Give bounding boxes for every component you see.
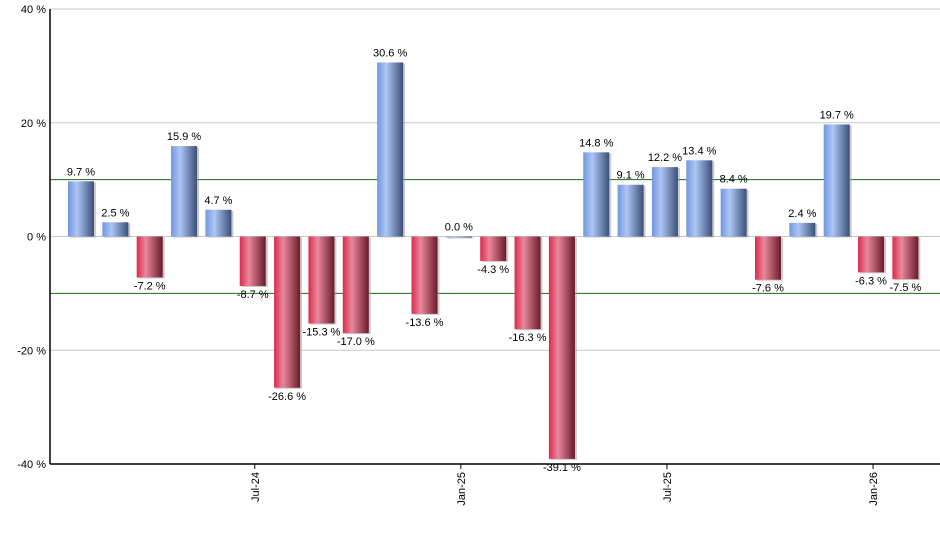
x-tick-label: Jan-26 (868, 472, 880, 506)
bar (514, 236, 541, 330)
data-label: 4.7 % (204, 195, 232, 207)
data-label: -4.3 % (477, 264, 509, 276)
x-tick-label: Jan-25 (456, 472, 468, 506)
bar (858, 236, 885, 273)
data-label: 2.4 % (788, 208, 816, 220)
bar (480, 236, 507, 261)
data-label: 12.2 % (648, 152, 682, 164)
bar (789, 222, 816, 237)
data-label: -7.5 % (890, 282, 922, 294)
data-label: -13.6 % (406, 317, 444, 329)
y-tick-label: 20 % (21, 118, 46, 130)
data-label: -26.6 % (268, 391, 306, 403)
bar (377, 62, 404, 237)
bar (583, 152, 610, 237)
bar (617, 184, 644, 237)
y-tick-label: 40 % (21, 4, 46, 16)
y-tick-label: -40 % (17, 459, 46, 471)
data-label: 9.1 % (617, 170, 645, 182)
x-tick-label: Jul-25 (662, 472, 674, 502)
data-label: -39.1 % (543, 462, 581, 474)
data-label: 0.0 % (445, 222, 473, 234)
data-label: -17.0 % (337, 336, 375, 348)
data-label: -16.3 % (509, 332, 547, 344)
bar (68, 181, 94, 237)
data-label: 13.4 % (682, 145, 716, 157)
bar (102, 222, 129, 237)
bar (308, 236, 335, 324)
data-label: -8.7 % (237, 289, 269, 301)
bar (205, 209, 232, 237)
bar (651, 167, 678, 237)
y-tick-label: -20 % (17, 345, 46, 357)
data-label: 30.6 % (373, 47, 407, 59)
x-tick-label: Jul-24 (250, 472, 262, 502)
bar (445, 236, 472, 238)
bar (548, 236, 575, 459)
bar (720, 188, 747, 237)
y-tick-label: 0 % (27, 232, 46, 244)
bar (274, 236, 301, 388)
bar (755, 236, 781, 280)
data-label: -7.6 % (752, 283, 784, 295)
bar (239, 236, 266, 286)
bar (171, 146, 198, 237)
data-label: 8.4 % (720, 174, 748, 186)
data-label: 9.7 % (67, 166, 95, 178)
data-label: -7.2 % (134, 280, 166, 292)
data-label: 2.5 % (101, 207, 129, 219)
data-label: 19.7 % (820, 109, 854, 121)
data-label: 15.9 % (167, 131, 201, 143)
bar-shadow (447, 237, 474, 239)
data-label: -15.3 % (302, 327, 340, 339)
bar (686, 160, 713, 237)
bar (823, 124, 850, 237)
bar (136, 236, 163, 278)
bar (411, 236, 438, 314)
data-label: -6.3 % (855, 275, 887, 287)
bar (342, 236, 369, 334)
data-label: 14.8 % (579, 137, 613, 149)
bar (892, 236, 919, 280)
